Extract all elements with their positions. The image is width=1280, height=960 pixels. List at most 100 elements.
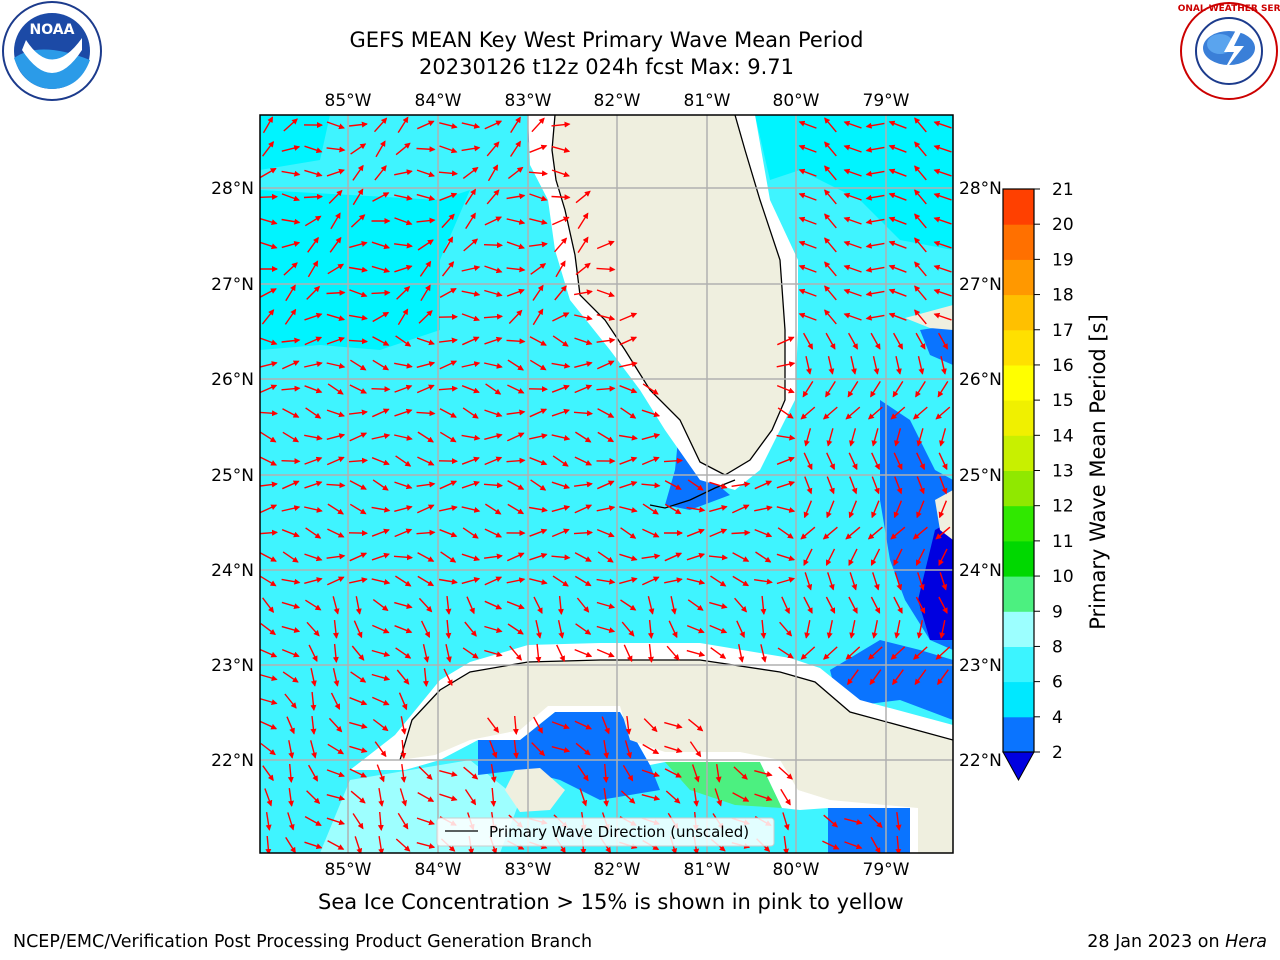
wave-arrow [461, 506, 481, 513]
wave-arrow [551, 554, 571, 561]
latitude-tick-label: 23°N [959, 656, 1002, 676]
wave-arrow [798, 312, 817, 321]
wave-arrow [804, 428, 812, 447]
wave-arrow [822, 526, 838, 540]
wave-arrow [664, 480, 682, 490]
wave-arrow [260, 575, 277, 587]
wave-arrow [552, 216, 570, 226]
wave-arrow [754, 505, 773, 512]
wave-arrow [418, 310, 433, 324]
wave-arrow [714, 788, 723, 807]
colorbar-segment [1003, 189, 1034, 225]
wave-arrow [439, 122, 458, 129]
wave-arrow [349, 577, 368, 584]
wave-arrow [529, 218, 548, 225]
wave-arrow [400, 764, 407, 783]
colorbar-tick-label: 10 [1052, 567, 1074, 587]
wave-arrow [686, 649, 706, 657]
legend-label: Primary Wave Direction (unscaled) [489, 823, 749, 841]
latitude-tick-label: 22°N [211, 751, 254, 771]
wave-arrow [420, 284, 431, 302]
wave-arrow [332, 643, 339, 663]
wave-arrow [755, 551, 772, 563]
wave-arrow [914, 189, 927, 205]
wave-arrow [574, 314, 593, 321]
wave-arrow [326, 289, 346, 296]
wave-arrow [620, 407, 637, 419]
wave-arrow [416, 817, 435, 826]
wave-arrow [776, 456, 795, 465]
wave-arrow [845, 406, 861, 420]
wave-arrow [393, 554, 413, 561]
wave-arrow [394, 434, 413, 441]
wave-arrow [916, 428, 924, 447]
wave-arrow [439, 287, 457, 299]
wave-arrow [843, 168, 862, 177]
wave-arrow [939, 572, 948, 591]
wave-arrow [893, 500, 903, 519]
wave-arrow [260, 241, 278, 250]
wave-arrow [372, 311, 390, 323]
wave-arrow [573, 410, 593, 417]
wave-arrow [641, 794, 661, 801]
wave-arrow [507, 552, 525, 562]
wave-arrow [398, 692, 408, 711]
wave-arrow [332, 596, 340, 615]
wave-arrow [260, 552, 277, 562]
wave-arrow [512, 715, 519, 735]
nws-logo-text: NATIONAL WEATHER SERVICE [1178, 4, 1280, 14]
wave-arrow [871, 428, 879, 447]
wave-arrow [597, 480, 615, 490]
wave-arrow [422, 644, 430, 663]
wave-arrow [349, 697, 368, 706]
wave-arrow [394, 242, 413, 249]
wave-arrow [506, 193, 526, 200]
wave-arrow [372, 696, 390, 706]
colorbar-segment [1003, 364, 1034, 401]
wave-arrow [688, 718, 704, 732]
wave-arrow [326, 769, 345, 778]
wave-arrow [288, 740, 295, 759]
wave-arrow [869, 669, 882, 686]
wave-arrow [888, 192, 907, 201]
wave-arrow [375, 140, 386, 158]
wave-arrow [281, 385, 301, 392]
wave-arrow [912, 526, 928, 540]
wave-arrow [462, 647, 479, 659]
wave-arrow [551, 408, 570, 417]
wave-arrow [778, 766, 793, 780]
wave-arrow [330, 692, 341, 710]
wave-arrow [417, 552, 435, 562]
wave-arrow [574, 575, 592, 587]
wave-arrow [417, 431, 434, 443]
wave-arrow [260, 431, 277, 443]
wave-arrow [826, 620, 833, 639]
wave-arrow [310, 668, 317, 687]
wave-arrow [731, 481, 751, 488]
wave-arrow [551, 362, 571, 369]
wave-arrow [596, 601, 616, 609]
wave-arrow [573, 289, 593, 296]
wave-arrow [933, 216, 952, 225]
wave-arrow [349, 552, 368, 562]
wave-arrow [914, 669, 927, 686]
grand-bahama-land [905, 305, 953, 330]
wave-arrow [800, 646, 816, 660]
wave-arrow [577, 212, 589, 229]
wave-arrow [641, 482, 661, 489]
noaa-logo: NOAA [2, 1, 102, 101]
wave-arrow [531, 742, 546, 757]
wave-arrow [304, 215, 322, 227]
wave-arrow [666, 645, 680, 661]
wave-arrow [798, 168, 817, 177]
wave-arrow [394, 505, 413, 512]
wave-arrow [528, 506, 548, 513]
wave-arrow [260, 384, 278, 394]
wave-arrow [843, 264, 862, 273]
wave-arrow [760, 644, 767, 663]
wave-arrow [308, 644, 318, 663]
wave-arrow [332, 620, 339, 639]
wave-arrow [892, 381, 904, 398]
wave-arrow [260, 288, 277, 298]
wave-arrow [461, 553, 481, 562]
